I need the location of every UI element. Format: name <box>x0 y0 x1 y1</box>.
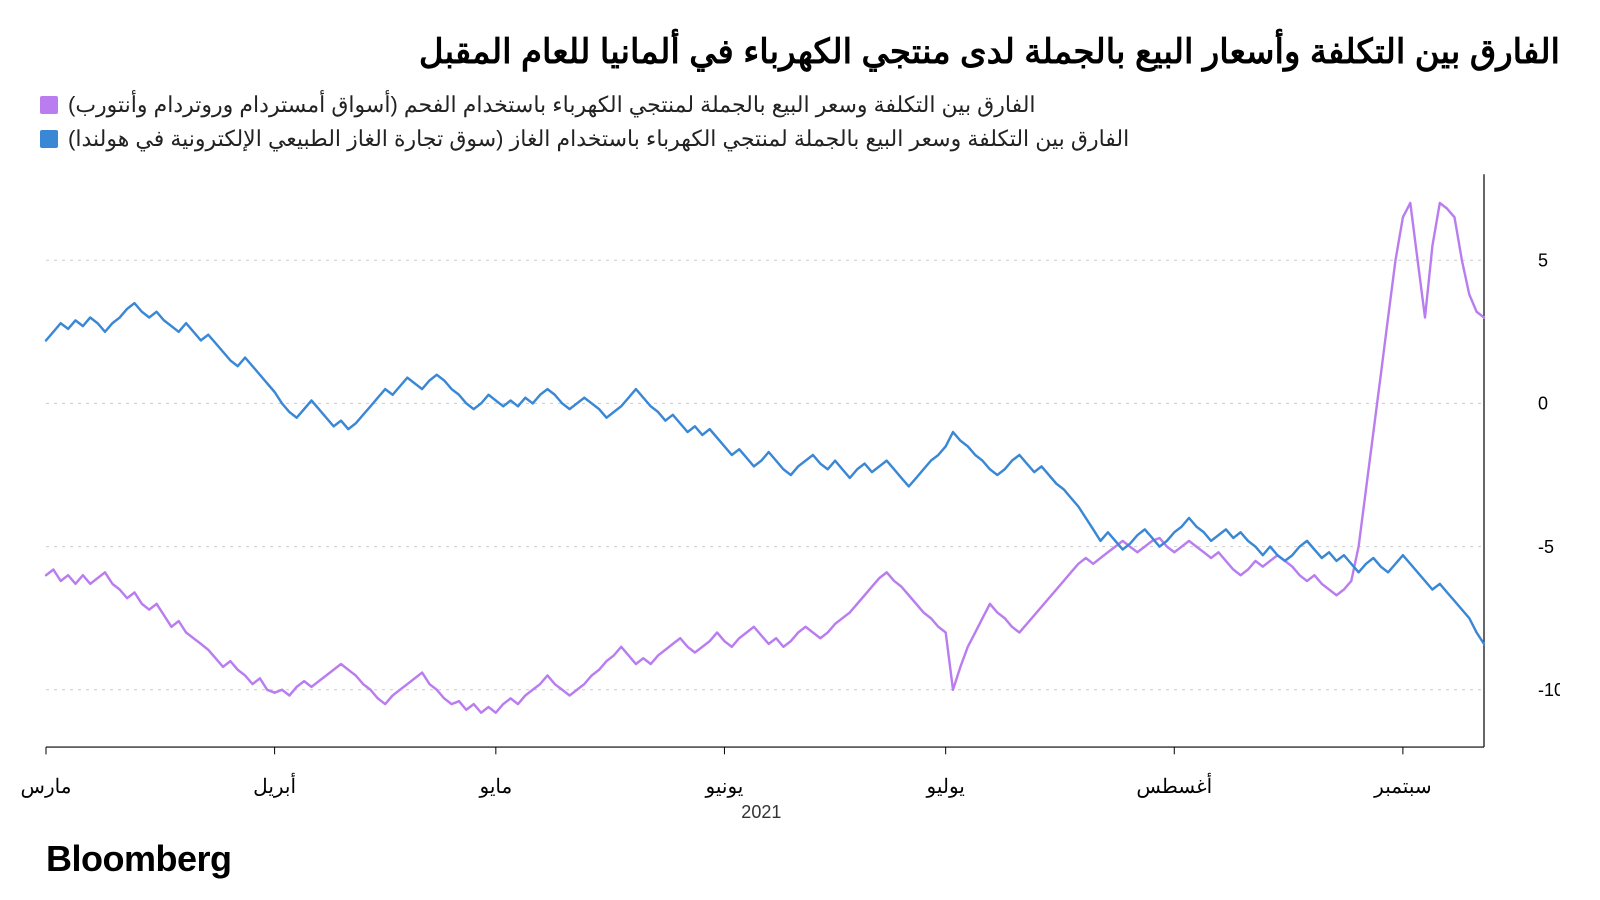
x-tick-label: يوليو <box>926 774 964 799</box>
legend-item-coal: الفارق بين التكلفة وسعر البيع بالجملة لم… <box>40 92 1560 118</box>
x-tick-label: مارس <box>21 774 72 799</box>
legend: الفارق بين التكلفة وسعر البيع بالجملة لم… <box>40 92 1560 152</box>
legend-swatch-coal <box>40 96 58 114</box>
x-tick-label: أغسطس <box>1136 774 1212 799</box>
chart-title: الفارق بين التكلفة وأسعار البيع بالجملة … <box>40 30 1560 74</box>
x-axis-year: 2021 <box>741 802 781 823</box>
legend-label-coal: الفارق بين التكلفة وسعر البيع بالجملة لم… <box>68 92 1036 118</box>
svg-text:0: 0 <box>1538 393 1548 414</box>
svg-text:5-: 5- <box>1538 536 1554 557</box>
chart-plot-area: 5 0 5- 10- <box>40 166 1560 768</box>
legend-swatch-gas <box>40 130 58 148</box>
svg-text:5: 5 <box>1538 249 1548 270</box>
x-tick-label: يونيو <box>706 774 744 799</box>
x-axis-labels: مارسأبريلمايويونيويوليوأغسطسسبتمبر2021 <box>40 774 1560 834</box>
x-tick-label: أبريل <box>253 774 296 799</box>
brand-logo: Bloomberg <box>40 838 1560 880</box>
x-tick-label: مايو <box>479 774 512 799</box>
x-tick-label: سبتمبر <box>1374 774 1431 799</box>
svg-text:10-: 10- <box>1538 679 1560 700</box>
legend-item-gas: الفارق بين التكلفة وسعر البيع بالجملة لم… <box>40 126 1560 152</box>
legend-label-gas: الفارق بين التكلفة وسعر البيع بالجملة لم… <box>68 126 1129 152</box>
